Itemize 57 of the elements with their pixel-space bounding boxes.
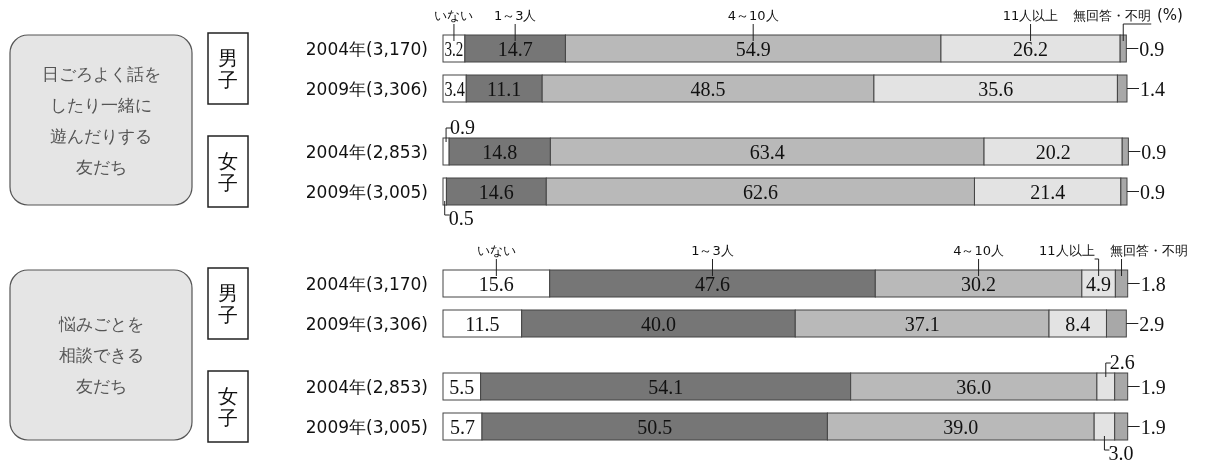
data-label: 5.5 — [449, 375, 475, 398]
data-label: 62.6 — [742, 180, 778, 203]
series-label: 無回答・不明 — [1109, 243, 1188, 258]
data-label: 63.4 — [749, 140, 785, 163]
data-label: 3.4 — [444, 77, 470, 100]
data-label: 1.4 — [1140, 77, 1165, 100]
series-label: 11人以上 — [1039, 243, 1095, 258]
annotation: 男子 — [207, 32, 249, 105]
series-label: 1～3人 — [493, 8, 537, 23]
annotation-box: 悩みごとを 相談できる 友だち — [9, 269, 193, 441]
data-label: 0.9 — [450, 116, 476, 138]
data-label: 54.1 — [648, 375, 684, 398]
y-tick-label: 2004年(2,853) — [305, 376, 428, 397]
data-label: 48.5 — [690, 77, 726, 100]
data-label: 36.0 — [956, 375, 992, 398]
y-tick-label: 2009年(3,306) — [305, 313, 428, 334]
data-label: 20.2 — [1035, 140, 1071, 163]
data-label: 2.9 — [1139, 312, 1165, 335]
y-tick-label: 2004年(3,170) — [305, 273, 428, 294]
y-tick-label: 2004年(2,853) — [305, 141, 428, 162]
data-label: 14.8 — [482, 140, 518, 163]
y-tick-label: 2009年(3,005) — [305, 416, 428, 437]
x-axis-title: (%) — [1157, 6, 1183, 24]
series-label: いない — [476, 243, 516, 258]
series-label: いない — [434, 8, 474, 23]
data-label: 0.9 — [1141, 140, 1167, 163]
data-label: 0.5 — [448, 207, 474, 229]
data-label: 1.9 — [1140, 415, 1166, 438]
data-label: 37.1 — [904, 312, 940, 335]
data-label: 35.6 — [978, 77, 1014, 100]
annotation: 女子 — [207, 135, 249, 208]
series-label: 1～3人 — [691, 243, 734, 258]
annotation: 男子 — [207, 267, 249, 340]
data-label: 39.0 — [943, 415, 979, 438]
y-tick-label: 2009年(3,306) — [305, 78, 428, 99]
data-label: 3.0 — [1108, 442, 1134, 463]
series-label: 11人以上 — [1002, 8, 1059, 23]
series-label: 4～10人 — [727, 8, 779, 23]
data-label: 1.9 — [1140, 375, 1166, 398]
data-label: 11.1 — [487, 77, 522, 100]
data-label: 0.9 — [1139, 37, 1165, 60]
y-tick-label: 2004年(3,170) — [305, 38, 428, 59]
data-label: 14.6 — [478, 180, 514, 203]
data-label: 1.8 — [1140, 272, 1166, 295]
series-label: 4～10人 — [953, 243, 1004, 258]
data-label: 8.4 — [1065, 312, 1091, 335]
annotation: 女子 — [207, 370, 249, 443]
data-label: 11.5 — [465, 312, 500, 335]
data-label: 50.5 — [637, 415, 673, 438]
data-label: 40.0 — [640, 312, 676, 335]
y-tick-label: 2009年(3,005) — [305, 181, 428, 202]
data-label: 0.9 — [1140, 180, 1165, 203]
data-label: 5.7 — [449, 415, 475, 438]
series-label: 無回答・不明 — [1073, 8, 1152, 23]
data-label: 2.6 — [1109, 351, 1135, 373]
data-label: 21.4 — [1030, 180, 1066, 203]
annotation-box: 日ごろよく話を したり一緒に 遊んだりする 友だち — [9, 34, 193, 206]
